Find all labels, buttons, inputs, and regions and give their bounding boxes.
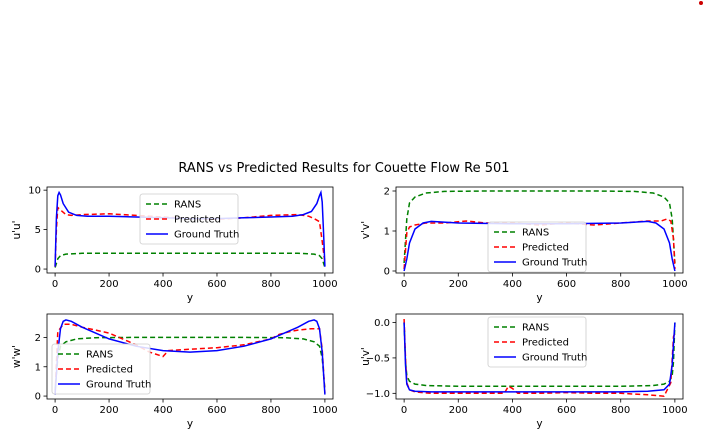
x-tick-label: 200	[100, 405, 119, 416]
x-tick-label: 800	[261, 405, 280, 416]
x-tick-label: 800	[261, 279, 280, 290]
y-axis-label: u'u'	[11, 220, 23, 239]
legend-label-rans: RANS	[522, 323, 549, 334]
legend: RANS Predicted Ground Truth	[487, 221, 587, 273]
x-tick-label: 200	[449, 279, 468, 290]
y-tick-label: 0	[35, 265, 41, 276]
y-tick-label: 10	[28, 186, 41, 197]
x-tick-label: 0	[401, 405, 407, 416]
subplot-1: 0 200 400 600 800 1000 0 5 10 y u'u' RANS Predicted G…	[11, 186, 338, 304]
x-tick-label: 200	[100, 279, 119, 290]
y-tick-label: 1	[35, 362, 41, 373]
y-tick-label: 0	[35, 392, 41, 403]
legend-label-ground-truth: Ground Truth	[522, 353, 587, 364]
x-tick-label: 400	[153, 405, 172, 416]
x-tick-label: 600	[557, 279, 576, 290]
subplot-2: 0 200 400 600 800 1000 0 1 2 y v'v' RANS Predicted Gr…	[360, 187, 688, 305]
x-axis-label: y	[536, 292, 542, 304]
x-tick-label: 200	[449, 405, 468, 416]
x-tick-label: 1000	[662, 405, 687, 416]
legend-frame	[487, 316, 587, 368]
x-tick-label: 600	[557, 405, 576, 416]
legend-frame	[51, 343, 151, 395]
x-axis-label: y	[187, 292, 193, 304]
series-line-ground-truth	[54, 319, 326, 395]
x-tick-label: 600	[207, 279, 226, 290]
legend-label-ground-truth: Ground Truth	[86, 380, 151, 391]
x-tick-label: 400	[503, 279, 522, 290]
y-axis-label: u'v'	[360, 347, 372, 366]
series-line-rans	[54, 336, 326, 391]
x-tick-label: 400	[503, 405, 522, 416]
corner-marker	[699, 1, 703, 5]
legend-label-predicted: Predicted	[522, 243, 569, 254]
x-tick-label: 0	[401, 279, 407, 290]
x-tick-label: 0	[52, 279, 58, 290]
series-line-predicted	[403, 218, 676, 270]
y-tick-label: 0	[384, 267, 390, 278]
x-axis-label: y	[536, 418, 542, 430]
figure-suptitle: RANS vs Predicted Results for Couette Fl…	[178, 161, 509, 176]
legend-label-predicted: Predicted	[522, 338, 569, 349]
legend-label-ground-truth: Ground Truth	[174, 230, 239, 241]
x-axis-label: y	[187, 418, 193, 430]
x-tick-label: 600	[207, 405, 226, 416]
subplot-4: 0 200 400 600 800 1000 0.0 −0.5 −1.0 y u'v' RANS Pre…	[360, 313, 688, 430]
series-line-rans	[403, 190, 676, 264]
x-tick-label: 0	[52, 405, 58, 416]
legend-label-ground-truth: Ground Truth	[522, 258, 587, 269]
axes-frame	[395, 313, 684, 400]
y-axis-label: w'w'	[11, 345, 23, 368]
y-tick-label: 2	[384, 187, 390, 198]
x-tick-label: 800	[611, 405, 630, 416]
y-tick-label: 5	[35, 225, 41, 236]
series-line-rans	[54, 252, 326, 268]
legend: RANS Predicted Ground Truth	[139, 193, 239, 245]
y-tick-label: −1.0	[366, 389, 390, 400]
legend: RANS Predicted Ground Truth	[487, 316, 587, 368]
y-tick-label: 2	[35, 333, 41, 344]
y-tick-label: 0.0	[374, 318, 390, 329]
subplot-3: 0 200 400 600 800 1000 0 1 2 y w'w' RANS Predicted Gr…	[11, 313, 338, 430]
x-tick-label: 1000	[312, 279, 337, 290]
x-tick-label: 1000	[312, 405, 337, 416]
legend-label-rans: RANS	[174, 200, 201, 211]
legend-label-rans: RANS	[86, 350, 113, 361]
legend-label-predicted: Predicted	[86, 365, 133, 376]
legend-frame	[139, 193, 239, 245]
legend: RANS Predicted Ground Truth	[51, 343, 151, 395]
x-tick-label: 800	[611, 279, 630, 290]
x-tick-label: 1000	[662, 279, 687, 290]
y-tick-label: −0.5	[366, 353, 390, 364]
y-axis-label: v'v'	[360, 221, 372, 239]
axes-frame	[395, 186, 684, 274]
x-tick-label: 400	[153, 279, 172, 290]
legend-frame	[487, 221, 587, 273]
y-tick-label: 1	[384, 227, 390, 238]
series-line-ground-truth	[403, 322, 676, 393]
legend-label-rans: RANS	[522, 228, 549, 239]
axes-frame	[46, 313, 334, 400]
legend-label-predicted: Predicted	[174, 215, 221, 226]
